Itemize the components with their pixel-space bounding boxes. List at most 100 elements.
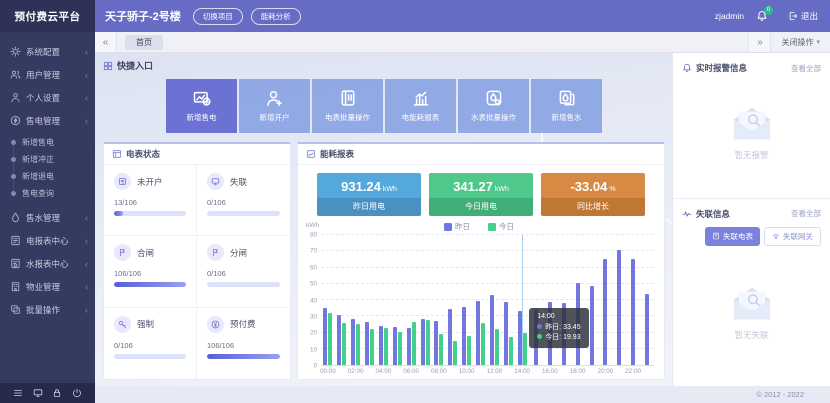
energy-analysis-button[interactable]: 能耗分析 — [250, 7, 301, 25]
sidebar-subitem-3-0[interactable]: 新增售电 — [0, 134, 95, 151]
droplet-copy-icon — [558, 89, 576, 107]
chart-bar[interactable] — [489, 295, 494, 365]
sidebar-footer — [0, 383, 95, 403]
logout-icon — [788, 11, 798, 21]
offline-section: 失联信息 查看全部 失联电表 失联网关 — [673, 199, 830, 386]
sidebar-item-6[interactable]: 水报表中心 ‹ — [0, 252, 95, 275]
expand-tabs-button[interactable]: » — [748, 32, 771, 52]
chart-bar[interactable] — [420, 318, 425, 365]
chart-bar[interactable] — [603, 259, 608, 365]
chart-bar[interactable] — [508, 336, 513, 365]
chart-bar[interactable] — [365, 321, 370, 365]
meter-small-icon — [712, 232, 720, 240]
close-operations-dropdown[interactable]: 关闭操作 ▾ — [770, 32, 830, 52]
x-axis-slot: 12:00 — [487, 366, 503, 376]
monitor-icon[interactable] — [33, 388, 43, 398]
chart-bar[interactable] — [503, 302, 508, 365]
sidebar-item-5[interactable]: 电报表中心 ‹ — [0, 229, 95, 252]
offline-filter-buttons: 失联电表 失联网关 — [682, 226, 821, 246]
notification-badge: 0 — [763, 6, 773, 15]
chart-bar[interactable] — [631, 258, 636, 365]
menu-icon[interactable] — [13, 388, 23, 398]
offline-view-all-link[interactable]: 查看全部 — [791, 209, 821, 219]
chart-tooltip: 14:00 昨日: 33.45 今日: 19.93 — [529, 307, 589, 349]
chart-bar[interactable] — [411, 321, 416, 365]
switch-project-button[interactable]: 切换项目 — [192, 7, 243, 25]
sidebar-item-2[interactable]: 个人设置 ‹ — [0, 86, 95, 109]
chart-bar[interactable] — [434, 321, 439, 365]
collapse-tabs-button[interactable]: « — [95, 32, 117, 52]
chevron-left-icon: ‹ — [85, 212, 88, 223]
sidebar-subitem-3-1[interactable]: 新增冲正 — [0, 151, 95, 168]
chart-bar[interactable] — [328, 313, 333, 365]
chart-bar[interactable] — [645, 294, 650, 365]
chart-bar[interactable] — [448, 308, 453, 365]
bar-group-22:00 — [626, 235, 640, 365]
sidebar-subitem-3-2[interactable]: 新增退电 — [0, 168, 95, 185]
power-icon[interactable] — [72, 388, 82, 398]
chart-bar[interactable] — [425, 319, 430, 365]
offline-meter-filter-button[interactable]: 失联电表 — [705, 226, 760, 246]
sidebar-item-0[interactable]: 系统配置 ‹ — [0, 40, 95, 63]
chart-bar[interactable] — [453, 341, 458, 365]
logout-label: 退出 — [800, 11, 818, 21]
status-card-4: 强制 0/106 — [104, 307, 197, 379]
chart-bar[interactable] — [323, 308, 328, 365]
chart-bar[interactable] — [378, 326, 383, 365]
chart-bar[interactable] — [406, 327, 411, 365]
status-progress-bar — [207, 211, 280, 216]
logout-button[interactable]: 退出 — [788, 10, 818, 22]
sidebar-item-label: 用户管理 — [26, 69, 61, 80]
sidebar-item-4[interactable]: 售水管理 ‹ — [0, 206, 95, 229]
chart-bar[interactable] — [351, 318, 356, 365]
chart-bar[interactable] — [462, 307, 467, 365]
alarm-view-all-link[interactable]: 查看全部 — [791, 63, 821, 73]
sidebar-subitem-3-3[interactable]: 售电查询 — [0, 185, 95, 202]
chart-bar[interactable] — [481, 322, 486, 365]
x-axis-slot — [640, 366, 654, 376]
chart-bar[interactable] — [337, 314, 342, 365]
chart-bar[interactable] — [476, 300, 481, 365]
chart-bar[interactable] — [342, 322, 347, 365]
sidebar-item-8[interactable]: 批量操作 ‹ — [0, 298, 95, 321]
lock-icon[interactable] — [52, 388, 62, 398]
energy-chart[interactable]: kWh 昨日 今日 0 10 20 30 40 50 60 70 80 14:00 昨日: 33.4… — [298, 216, 664, 379]
chart-bar[interactable] — [370, 329, 375, 365]
tab-home[interactable]: 首页 — [125, 34, 163, 50]
chart-bar[interactable] — [392, 326, 397, 365]
legend-item[interactable]: 今日 — [488, 221, 514, 232]
sidebar-item-7[interactable]: 物业管理 ‹ — [0, 275, 95, 298]
notifications-button[interactable]: 0 — [756, 6, 773, 22]
sidebar: 预付费云平台 系统配置 ‹ 用户管理 ‹ 个人设置 ‹ 售电管理 ‹ 新增售电 新增冲正 新增退电售… — [0, 0, 95, 403]
sidebar-item-label: 物业管理 — [26, 281, 61, 292]
sidebar-item-3[interactable]: 售电管理 ‹ — [0, 109, 95, 132]
chart-bar[interactable] — [467, 335, 472, 365]
quick-button-1[interactable]: 新增开户 — [239, 79, 310, 133]
stat-unit: % — [609, 186, 616, 193]
offline-gateway-filter-button[interactable]: 失联网关 — [764, 226, 821, 246]
quick-button-5[interactable]: 新增售水 — [531, 79, 602, 133]
bar-group-10:00 — [460, 235, 474, 365]
sidebar-item-1[interactable]: 用户管理 ‹ — [0, 63, 95, 86]
chart-bar[interactable] — [356, 324, 361, 365]
chart-bar[interactable] — [589, 286, 594, 365]
chart-bar[interactable] — [439, 334, 444, 365]
x-axis-slot — [390, 366, 404, 376]
x-axis-slot: 20:00 — [598, 366, 614, 376]
legend-item[interactable]: 昨日 — [444, 221, 470, 232]
sidebar-menu: 系统配置 ‹ 用户管理 ‹ 个人设置 ‹ 售电管理 ‹ 新增售电 新增冲正 新增退电 售电查询 售水管理… — [0, 32, 95, 383]
chart-bar[interactable] — [517, 310, 522, 365]
status-card-label: 失联 — [230, 176, 248, 187]
quick-button-2[interactable]: 电表批量操作 — [312, 79, 383, 133]
status-icon-circle — [114, 173, 131, 190]
chart-bar[interactable] — [397, 331, 402, 365]
chart-plot[interactable]: 14:00 昨日: 33.45 今日: 19.93 — [321, 234, 654, 366]
chart-bar[interactable] — [522, 332, 527, 365]
chart-bar[interactable] — [494, 329, 499, 365]
chart-bar[interactable] — [617, 249, 622, 365]
quick-button-4[interactable]: 水表批量操作 — [458, 79, 529, 133]
quick-button-3[interactable]: 电能耗报表 — [385, 79, 456, 133]
chart-bar[interactable] — [383, 328, 388, 365]
sidebar-subitem-label: 售电查询 — [22, 189, 54, 198]
quick-button-0[interactable]: 新增售电 — [166, 79, 237, 133]
